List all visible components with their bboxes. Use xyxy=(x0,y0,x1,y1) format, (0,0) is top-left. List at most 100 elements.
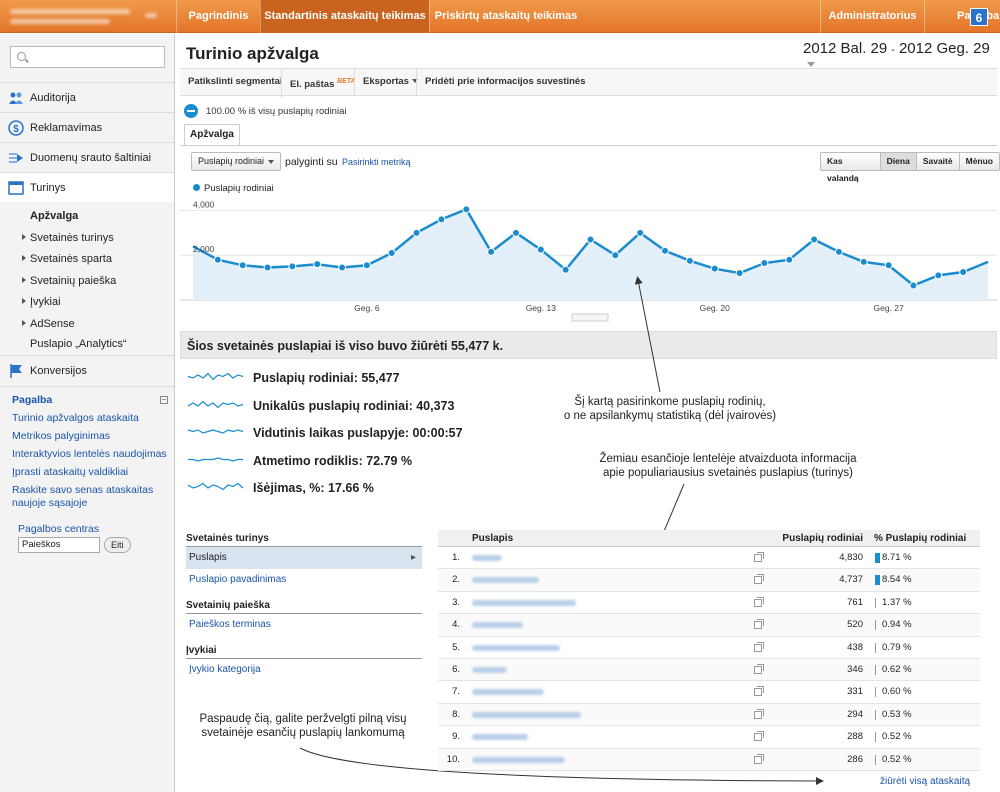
data-point[interactable] xyxy=(685,256,694,265)
granularity-day-button[interactable]: Diena xyxy=(880,152,917,171)
external-link-icon[interactable] xyxy=(754,686,764,697)
help-link-find-old-reports-cont[interactable]: naujoje sąsajoje xyxy=(12,497,88,509)
export-button[interactable]: Eksportas xyxy=(354,69,418,95)
data-point[interactable] xyxy=(834,247,843,256)
page-path-link[interactable] xyxy=(472,689,544,696)
column-header-pct-pageviews[interactable]: % Puslapių rodiniai xyxy=(874,533,967,544)
dimension-search-term[interactable]: Paieškos terminas xyxy=(189,619,271,630)
data-point[interactable] xyxy=(661,246,670,255)
sidebar-search-input[interactable] xyxy=(10,46,165,68)
sidebar-sub-site-speed[interactable]: Svetainės sparta xyxy=(22,253,112,265)
help-link-find-old-reports[interactable]: Raskite savo senas ataskaitas xyxy=(12,484,154,496)
data-point[interactable] xyxy=(462,205,471,214)
page-path-link[interactable] xyxy=(472,734,528,741)
tab-home[interactable]: Pagrindinis xyxy=(176,0,260,33)
external-link-icon[interactable] xyxy=(754,664,764,674)
external-link-icon[interactable] xyxy=(754,552,764,562)
data-point[interactable] xyxy=(338,263,347,272)
data-point[interactable] xyxy=(710,264,719,273)
page-path-link[interactable] xyxy=(472,577,539,584)
view-full-report-link[interactable]: žiūrėti visą ataskaitą xyxy=(880,776,971,787)
data-point[interactable] xyxy=(313,260,322,269)
data-point[interactable] xyxy=(362,261,371,270)
segment-icon[interactable] xyxy=(184,104,198,118)
help-centre-link[interactable]: Pagalbos centras xyxy=(18,523,100,535)
dimension-event-category[interactable]: Įvykio kategorija xyxy=(189,664,261,675)
table-row[interactable]: 9. 288 0.52 % xyxy=(438,726,980,749)
granularity-hourly-button[interactable]: Kas valandą xyxy=(820,152,881,183)
data-point[interactable] xyxy=(561,265,570,274)
admin-link[interactable]: Administratorius xyxy=(820,0,924,33)
granularity-month-button[interactable]: Mėnuo xyxy=(959,152,1000,171)
dimension-page[interactable]: Puslapis xyxy=(186,547,422,569)
help-link-content-overview[interactable]: Turinio apžvalgos ataskaita xyxy=(12,412,139,424)
external-link-icon[interactable] xyxy=(754,574,764,585)
data-point[interactable] xyxy=(760,259,769,268)
collapse-icon[interactable]: − xyxy=(160,395,168,404)
page-path-link[interactable] xyxy=(472,622,523,629)
data-point[interactable] xyxy=(536,245,545,254)
data-point[interactable] xyxy=(437,215,446,224)
sidebar-sub-adsense[interactable]: AdSense xyxy=(22,318,75,330)
data-point[interactable] xyxy=(238,261,247,270)
pageviews-line-chart[interactable]: 2,000 4,000 Geg. 6 Geg. 13 Geg. 20 Geg. 27 xyxy=(180,195,997,325)
page-path-link[interactable] xyxy=(472,711,581,718)
table-row[interactable]: 3. 761 1.37 % xyxy=(438,592,980,615)
table-row[interactable]: 8. 294 0.53 % xyxy=(438,703,980,727)
external-link-icon[interactable] xyxy=(754,641,764,652)
data-point[interactable] xyxy=(636,228,645,237)
page-path-link[interactable] xyxy=(472,599,576,606)
external-link-icon[interactable] xyxy=(754,619,764,630)
data-point[interactable] xyxy=(387,248,396,257)
table-row[interactable]: 10. 286 0.52 % xyxy=(438,748,980,771)
external-link-icon[interactable] xyxy=(754,731,764,742)
date-range-picker[interactable]: 2012 Bal. 29 - 2012 Geg. 29 xyxy=(803,40,1000,74)
external-link-icon[interactable] xyxy=(754,753,764,764)
sidebar-item-conversions[interactable]: Konversijos xyxy=(0,355,174,385)
data-point[interactable] xyxy=(611,251,620,260)
help-link-report-controls[interactable]: Įprasti ataskaitų valdikliai xyxy=(12,466,129,478)
data-point[interactable] xyxy=(511,228,520,237)
page-path-link[interactable] xyxy=(472,667,507,673)
metric-select[interactable]: Puslapių rodiniai xyxy=(191,152,281,171)
data-point[interactable] xyxy=(909,281,918,290)
sidebar-sub-overview[interactable]: Apžvalga xyxy=(30,210,79,222)
data-point[interactable] xyxy=(810,235,819,244)
email-button[interactable]: El. paštas BETA xyxy=(281,69,356,98)
sidebar-sub-site-search[interactable]: Svetainių paieška xyxy=(22,275,116,287)
account-selector[interactable] xyxy=(0,0,175,33)
help-link-metric-comparison[interactable]: Metrikos palyginimas xyxy=(12,430,111,442)
add-to-dashboard-button[interactable]: Pridėti prie informacijos suvestinės xyxy=(416,69,586,95)
sidebar-sub-in-page-analytics[interactable]: Puslapio „Analytics“ xyxy=(30,338,127,350)
table-row[interactable]: 7. 331 0.60 % xyxy=(438,681,980,704)
data-point[interactable] xyxy=(735,269,744,278)
table-row[interactable]: 5. 438 0.79 % xyxy=(438,637,980,659)
sidebar-item-traffic-sources[interactable]: Duomenų srauto šaltiniai xyxy=(0,142,174,172)
sidebar-sub-events[interactable]: Įvykiai xyxy=(22,296,61,308)
data-point[interactable] xyxy=(785,255,794,264)
sidebar-sub-site-content[interactable]: Svetainės turinys xyxy=(22,232,114,244)
data-point[interactable] xyxy=(412,228,421,237)
data-point[interactable] xyxy=(959,268,968,277)
data-point[interactable] xyxy=(213,255,222,264)
tab-custom-reporting[interactable]: Priskirtų ataskaitų teikimas xyxy=(429,0,582,33)
notification-badge[interactable]: 6 xyxy=(970,8,988,26)
dimension-page-title[interactable]: Puslapio pavadinimas xyxy=(189,574,287,585)
page-path-link[interactable] xyxy=(472,644,560,651)
sidebar-item-audience[interactable]: Auditorija xyxy=(0,82,174,112)
table-row[interactable]: 1. 4,830 8.71 % xyxy=(438,547,980,570)
data-point[interactable] xyxy=(487,247,496,256)
data-point[interactable] xyxy=(586,235,595,244)
external-link-icon[interactable] xyxy=(754,708,764,719)
help-search-input[interactable]: Paieškos pagalbos xyxy=(18,537,100,553)
page-path-link[interactable] xyxy=(472,756,565,763)
column-header-page[interactable]: Puslapis xyxy=(472,533,514,544)
select-metric-link[interactable]: Pasirinkti metriką xyxy=(342,157,411,167)
granularity-week-button[interactable]: Savaitė xyxy=(916,152,960,171)
table-row[interactable]: 2. 4,737 8.54 % xyxy=(438,569,980,592)
table-row[interactable]: 6. 346 0.62 % xyxy=(438,659,980,682)
data-point[interactable] xyxy=(859,257,868,266)
data-point[interactable] xyxy=(884,261,893,270)
table-row[interactable]: 4. 520 0.94 % xyxy=(438,614,980,637)
help-link-interactive-table[interactable]: Interaktyvios lentelės naudojimas xyxy=(12,448,167,460)
